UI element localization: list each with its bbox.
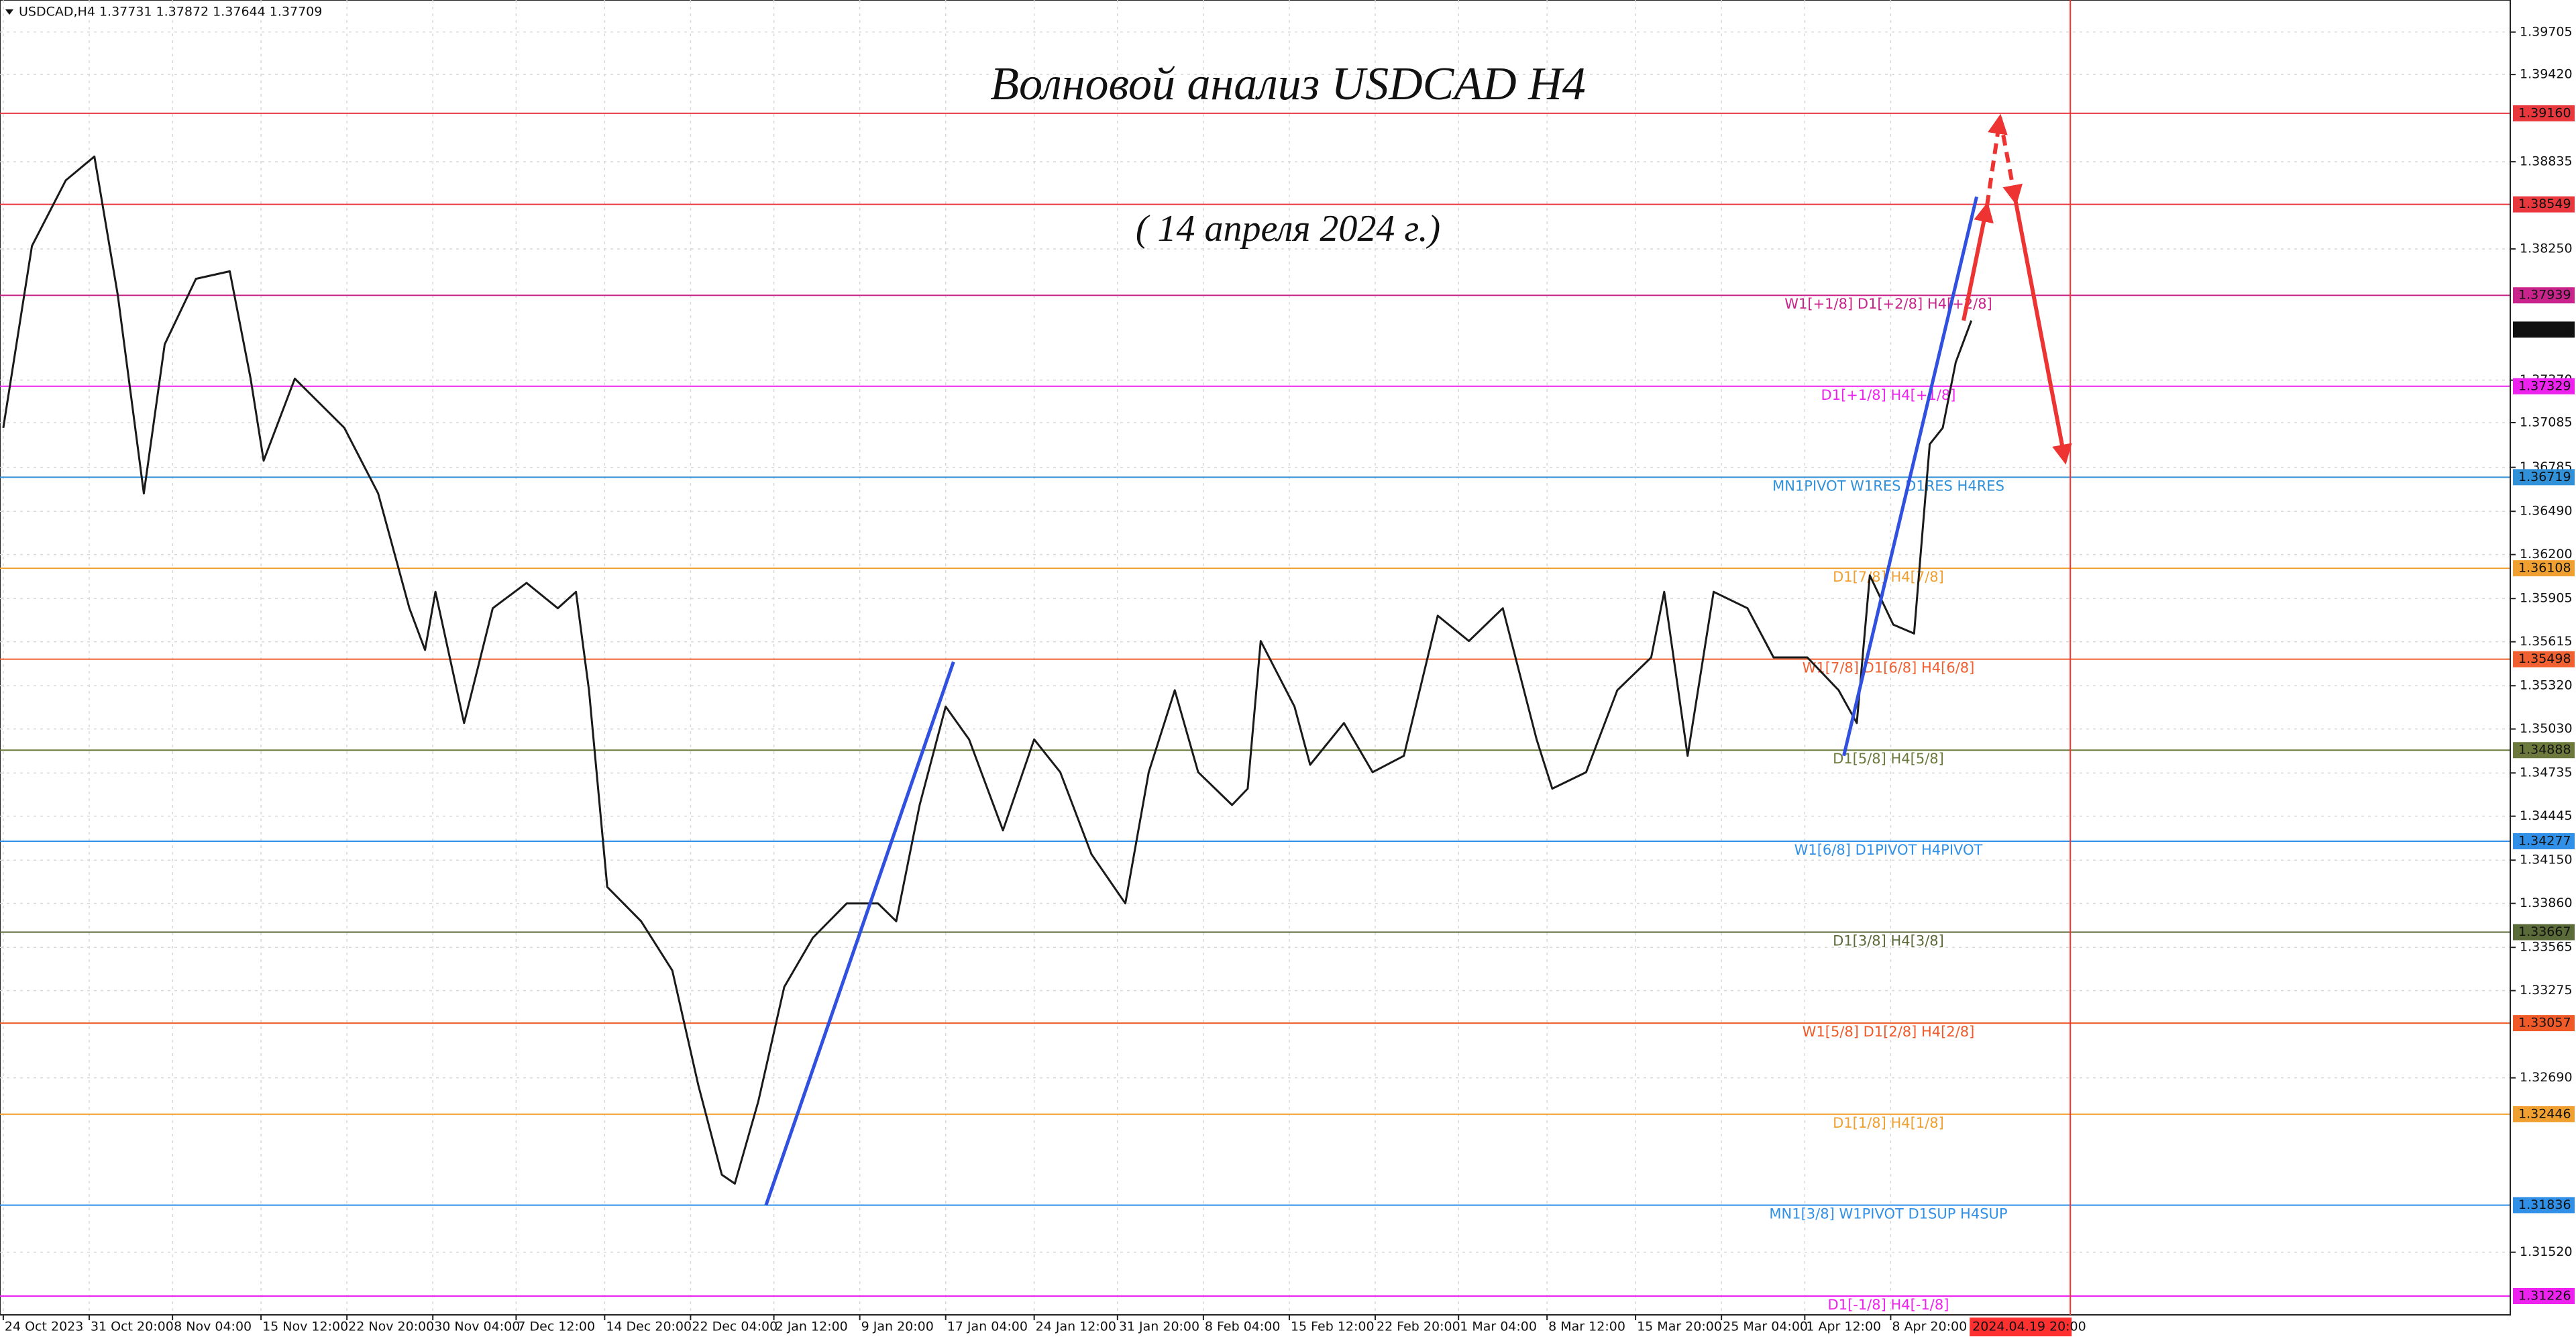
x-tick-label: 15 Mar 20:00 (1637, 1320, 1722, 1334)
x-tick-label: 8 Feb 04:00 (1205, 1320, 1281, 1334)
price-box (2513, 378, 2575, 394)
level-label: D1[1/8] H4[1/8] (1833, 1115, 1944, 1131)
level-label: MN1[3/8] W1PIVOT D1SUP H4SUP (1769, 1206, 2007, 1222)
level-label: W1[+1/8] D1[+2/8] H4[+2/8] (1784, 296, 1992, 312)
level-label: D1[+1/8] H4[+1/8] (1821, 387, 1956, 403)
symbol-header: USDCAD,H4 1.37731 1.37872 1.37644 1.3770… (19, 5, 322, 19)
y-tick-label: 1.38835 (2520, 154, 2573, 169)
y-tick-label: 1.37085 (2520, 415, 2573, 430)
x-tick-label: 31 Jan 20:00 (1119, 1320, 1199, 1334)
price-box (2513, 196, 2575, 213)
forecast-arrow (1962, 201, 1994, 321)
y-tick-label: 1.33565 (2520, 940, 2573, 955)
wave-line (764, 661, 955, 1206)
level-label: W1[6/8] D1PIVOT H4PIVOT (1794, 842, 1983, 858)
x-tick-label: 2 Jan 12:00 (775, 1320, 848, 1334)
price-line (2, 155, 1973, 1185)
wave-line (1842, 196, 1978, 757)
price-box (2513, 1288, 2575, 1304)
forecast-arrow (1985, 113, 2008, 207)
price-box (2513, 469, 2575, 486)
forecast-arrow (1998, 117, 2023, 205)
level-label: D1[-1/8] H4[-1/8] (1828, 1297, 1949, 1313)
price-box (2513, 1015, 2575, 1032)
x-tick-label: 25 Mar 04:00 (1723, 1320, 1808, 1334)
price-box-label: 1.35498 (2518, 651, 2571, 666)
current-price-label: 1.37709 (2518, 322, 2571, 337)
y-tick-label: 1.34735 (2520, 765, 2573, 780)
price-box (2513, 924, 2575, 941)
x-tick-label: 8 Mar 12:00 (1548, 1320, 1625, 1334)
level-label: W1[7/8] D1[6/8] H4[6/8] (1803, 660, 1975, 676)
price-box (2513, 1106, 2575, 1122)
y-tick-label: 1.33275 (2520, 983, 2573, 998)
x-tick-label: 22 Nov 20:00 (348, 1320, 434, 1334)
y-tick-label: 1.39705 (2520, 24, 2573, 39)
price-box (2513, 560, 2575, 577)
time-marker-label: 2024.04.19 20:00 (1972, 1320, 2086, 1334)
x-tick-label: 31 Oct 20:00 (91, 1320, 174, 1334)
price-box-label: 1.31226 (2518, 1289, 2571, 1303)
chart-title: Волновой анализ USDCAD H4 (990, 58, 1585, 110)
menu-icon[interactable] (5, 9, 13, 15)
y-tick-label: 1.35615 (2520, 634, 2573, 649)
y-tick-label: 1.33860 (2520, 896, 2573, 910)
price-box-label: 1.37329 (2518, 378, 2571, 393)
forecast-arrow (2013, 201, 2072, 465)
price-box (2513, 287, 2575, 304)
price-box (2513, 105, 2575, 121)
price-box (2513, 742, 2575, 759)
price-box-label: 1.38549 (2518, 197, 2571, 211)
price-box (2513, 651, 2575, 667)
level-label: W1[5/8] D1[2/8] H4[2/8] (1803, 1024, 1975, 1040)
y-tick-label: 1.34445 (2520, 808, 2573, 823)
x-tick-label: 15 Feb 12:00 (1291, 1320, 1375, 1334)
x-tick-label: 17 Jan 04:00 (947, 1320, 1028, 1334)
x-tick-label: 24 Oct 2023 (5, 1320, 83, 1334)
y-tick-label: 1.38250 (2520, 242, 2573, 256)
price-box-label: 1.34888 (2518, 743, 2571, 757)
price-box-label: 1.36719 (2518, 470, 2571, 484)
price-box (2513, 833, 2575, 849)
x-tick-label: 22 Feb 20:00 (1377, 1320, 1460, 1334)
level-label: D1[3/8] H4[3/8] (1833, 933, 1944, 949)
price-box-label: 1.36108 (2518, 561, 2571, 576)
x-tick-label: 14 Dec 20:00 (606, 1320, 692, 1334)
current-price-box (2513, 321, 2575, 338)
price-box-label: 1.39160 (2518, 105, 2571, 120)
x-tick-label: 24 Jan 12:00 (1036, 1320, 1116, 1334)
x-tick-label: 15 Nov 12:00 (262, 1320, 348, 1334)
level-label: D1[5/8] H4[5/8] (1833, 751, 1944, 767)
y-tick-label: 1.31520 (2520, 1244, 2573, 1259)
x-tick-label: 22 Dec 04:00 (692, 1320, 777, 1334)
price-box-label: 1.37939 (2518, 288, 2571, 303)
price-box-label: 1.33667 (2518, 924, 2571, 939)
time-marker-box (1970, 1318, 2072, 1336)
price-box-label: 1.32446 (2518, 1106, 2571, 1121)
y-tick-label: 1.35030 (2520, 721, 2573, 736)
y-tick-label: 1.36200 (2520, 547, 2573, 561)
x-tick-label: 9 Jan 20:00 (861, 1320, 934, 1334)
chart-subtitle: ( 14 апреля 2024 г.) (1136, 208, 1440, 250)
x-tick-label: 8 Nov 04:00 (174, 1320, 252, 1334)
x-tick-label: 8 Apr 20:00 (1892, 1320, 1967, 1334)
price-box (2513, 1197, 2575, 1214)
level-label: MN1PIVOT W1RES D1RES H4RES (1772, 478, 2004, 494)
y-tick-label: 1.34150 (2520, 853, 2573, 867)
y-tick-label: 1.39420 (2520, 67, 2573, 82)
y-tick-label: 1.32690 (2520, 1070, 2573, 1085)
price-box-label: 1.34277 (2518, 834, 2571, 849)
y-tick-label: 1.35320 (2520, 678, 2573, 693)
x-tick-label: 1 Mar 04:00 (1460, 1320, 1537, 1334)
x-tick-label: 30 Nov 04:00 (434, 1320, 520, 1334)
price-box-label: 1.33057 (2518, 1016, 2571, 1030)
y-tick-label: 1.35905 (2520, 591, 2573, 606)
x-tick-label: 7 Dec 12:00 (517, 1320, 595, 1334)
price-box-label: 1.31836 (2518, 1197, 2571, 1212)
plot-area (0, 0, 2511, 1316)
x-tick-label: 1 Apr 12:00 (1806, 1320, 1881, 1334)
y-tick-label: 1.36490 (2520, 504, 2573, 519)
